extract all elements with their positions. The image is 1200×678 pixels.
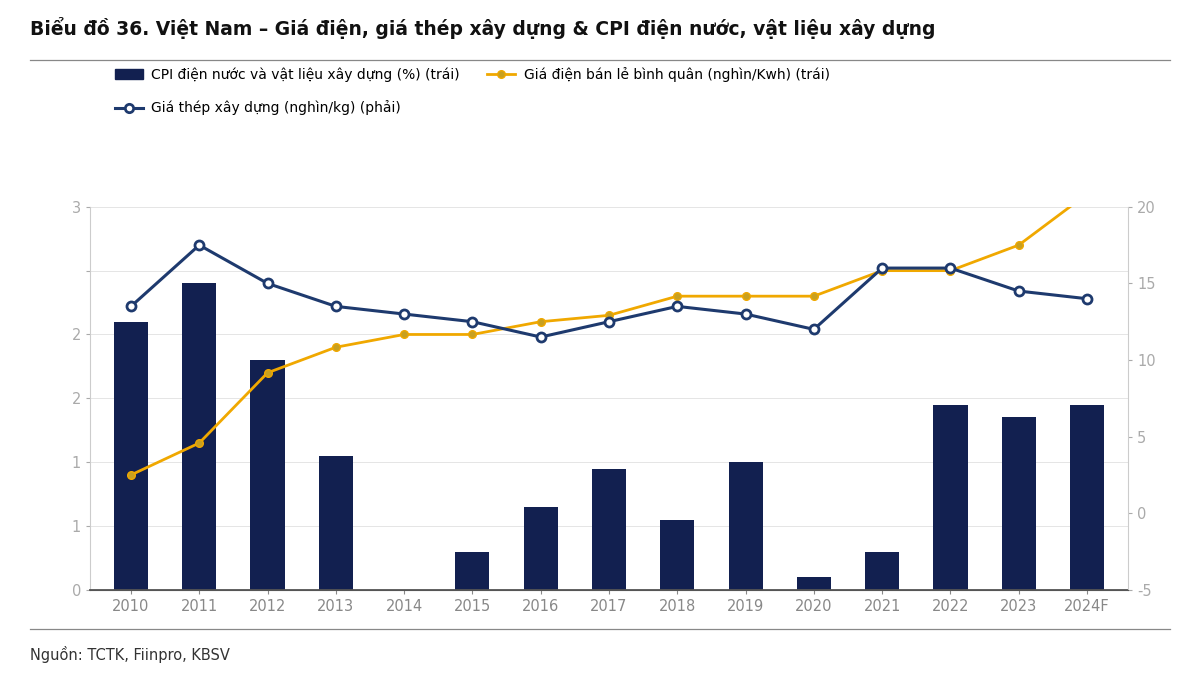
Text: Nguồn: TCTK, Fiinpro, KBSV: Nguồn: TCTK, Fiinpro, KBSV xyxy=(30,646,230,663)
Bar xyxy=(934,405,967,590)
Legend: Giá thép xây dựng (nghìn/kg) (phải): Giá thép xây dựng (nghìn/kg) (phải) xyxy=(115,100,401,115)
Bar xyxy=(1070,405,1104,590)
Legend: CPI điện nước và vật liệu xây dựng (%) (trái), Giá điện bán lẻ bình quân (nghìn/: CPI điện nước và vật liệu xây dựng (%) (… xyxy=(115,66,829,81)
Bar xyxy=(865,552,899,590)
Text: Biểu đồ 36. Việt Nam – Giá điện, giá thép xây dựng & CPI điện nước, vật liệu xây: Biểu đồ 36. Việt Nam – Giá điện, giá thé… xyxy=(30,17,936,39)
Bar xyxy=(114,322,148,590)
Bar xyxy=(455,552,490,590)
Bar xyxy=(251,360,284,590)
Bar xyxy=(728,462,763,590)
Bar xyxy=(797,577,830,590)
Bar xyxy=(660,519,695,590)
Bar xyxy=(592,468,626,590)
Bar xyxy=(523,507,558,590)
Bar xyxy=(1002,418,1036,590)
Bar xyxy=(319,456,353,590)
Bar xyxy=(388,590,421,654)
Bar xyxy=(182,283,216,590)
